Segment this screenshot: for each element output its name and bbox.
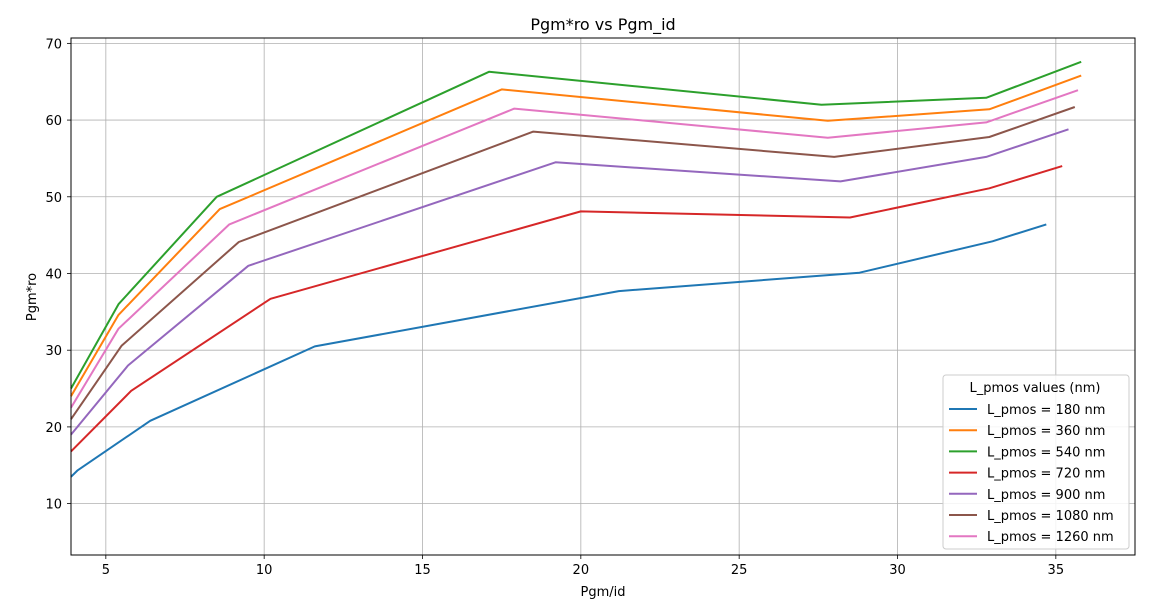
- chart-title: Pgm*ro vs Pgm_id: [530, 15, 675, 35]
- series-lines: [70, 60, 1082, 478]
- series-line-3: [70, 165, 1063, 453]
- x-tick-label: 20: [573, 563, 590, 578]
- legend-label-3: L_pmos = 720 nm: [987, 467, 1105, 482]
- x-tick-label: 15: [414, 563, 431, 578]
- legend-items: L_pmos = 180 nm L_pmos = 360 nm L_pmos = 5…: [949, 403, 1114, 545]
- series-line-6: [70, 89, 1079, 409]
- series-line-1: [70, 74, 1082, 397]
- legend-label-0: L_pmos = 180 nm: [987, 403, 1105, 418]
- y-tick-label: 50: [45, 191, 62, 206]
- y-tick-label: 30: [45, 344, 62, 359]
- x-tick-label: 30: [889, 563, 906, 578]
- axis-ticks: 5 10 15 20 25 30 35 10 20 30 40 50 60 70: [45, 37, 1064, 578]
- y-tick-label: 10: [45, 498, 62, 513]
- x-tick-label: 25: [731, 563, 748, 578]
- y-tick-label: 70: [45, 37, 62, 52]
- series-line-4: [70, 128, 1069, 436]
- y-tick-label: 20: [45, 421, 62, 436]
- y-tick-label: 60: [45, 114, 62, 129]
- legend-title: L_pmos values (nm): [970, 381, 1101, 396]
- legend-label-4: L_pmos = 900 nm: [987, 488, 1105, 503]
- legend-label-5: L_pmos = 1080 nm: [987, 509, 1114, 524]
- y-axis-label: Pgm*ro: [25, 273, 40, 321]
- legend-label-2: L_pmos = 540 nm: [987, 445, 1105, 460]
- x-tick-label: 10: [256, 563, 273, 578]
- series-line-5: [70, 106, 1076, 420]
- series-line-2: [70, 60, 1082, 389]
- legend-label-1: L_pmos = 360 nm: [987, 424, 1105, 439]
- series-line-0: [70, 223, 1047, 478]
- plot-frame: [70, 37, 1136, 556]
- legend-box: [942, 374, 1130, 550]
- y-tick-label: 40: [45, 267, 62, 282]
- legend: L_pmos values (nm) L_pmos = 180 nmL_pmos…: [942, 374, 1130, 550]
- x-tick-label: 5: [102, 563, 110, 578]
- x-axis-label: Pgm/id: [581, 585, 626, 600]
- legend-label-6: L_pmos = 1260 nm: [987, 530, 1114, 545]
- x-tick-label: 35: [1048, 563, 1065, 578]
